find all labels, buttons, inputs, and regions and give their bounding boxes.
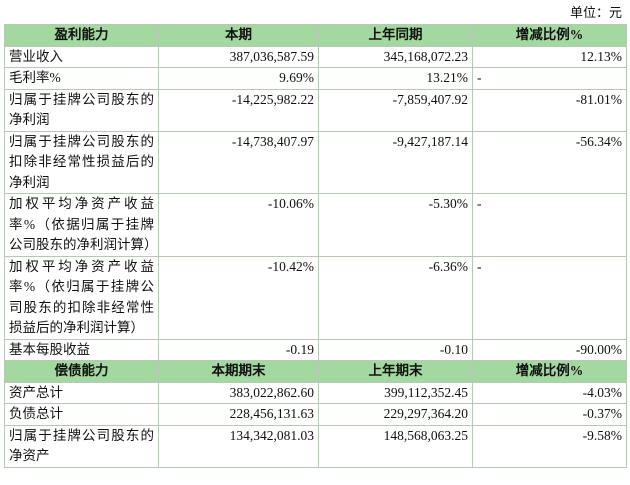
row-label: 加权平均净资产收益率%（依归属于挂牌公司股东的扣除非经常性损益后的净利润计算） — [4, 255, 159, 340]
value-cell: 228,456,131.63 — [158, 403, 319, 426]
value-cell: -9,427,187.14 — [318, 130, 473, 194]
value-cell: -0.10 — [318, 338, 473, 361]
value-cell: -6.36% — [318, 255, 473, 340]
value-cell: 345,168,072.23 — [318, 45, 473, 68]
value-cell: 148,568,063.25 — [318, 424, 473, 468]
header-cell: 上年期末 — [318, 360, 473, 383]
row-label: 归属于挂牌公司股东的扣除非经常性损益后的净利润 — [4, 130, 159, 194]
row-label: 归属于挂牌公司股东的净利润 — [4, 88, 159, 132]
data-row: 毛利率% 9.69% 13.21% - — [4, 67, 627, 90]
value-cell: 12.13% — [472, 45, 627, 68]
value-cell: 383,022,862.60 — [158, 381, 319, 404]
header-cell: 盈利能力 — [4, 24, 159, 47]
header-cell: 增减比例% — [472, 24, 627, 47]
row-label: 归属于挂牌公司股东的净资产 — [4, 424, 159, 468]
data-row: 资产总计 383,022,862.60 399,112,352.45 -4.03% — [4, 381, 627, 404]
header-cell: 本期期末 — [158, 360, 319, 383]
unit-label: 单位：元 — [569, 5, 622, 20]
value-cell: -90.00% — [472, 338, 627, 361]
row-label: 营业收入 — [4, 45, 159, 68]
header-cell: 本期 — [158, 24, 319, 47]
financial-table: 盈利能力 本期 上年同期 增减比例% 营业收入 387,036,587.59 345,168… — [4, 24, 627, 468]
data-row: 加权平均净资产收益率%（依归属于挂牌公司股东的扣除非经常性损益后的净利润计算） -… — [4, 255, 627, 340]
header-row: 偿债能力 本期期末 上年期末 增减比例% — [4, 360, 627, 383]
value-cell: -81.01% — [472, 88, 627, 132]
header-row: 盈利能力 本期 上年同期 增减比例% — [4, 24, 627, 47]
data-row: 归属于挂牌公司股东的净利润 -14,225,982.22 -7,859,407.92… — [4, 88, 627, 132]
value-cell: -56.34% — [472, 130, 627, 194]
data-row: 基本每股收益 -0.19 -0.10 -90.00% — [4, 338, 627, 361]
data-row: 营业收入 387,036,587.59 345,168,072.23 12.13% — [4, 45, 627, 68]
value-cell: -7,859,407.92 — [318, 88, 473, 132]
data-row: 加权平均净资产收益率%（依据归属于挂牌公司股东的净利润计算） -10.06% -5.… — [4, 193, 627, 257]
row-label: 加权平均净资产收益率%（依据归属于挂牌公司股东的净利润计算） — [4, 193, 159, 257]
value-cell: 399,112,352.45 — [318, 381, 473, 404]
value-cell: -14,738,407.97 — [158, 130, 319, 194]
data-row: 归属于挂牌公司股东的扣除非经常性损益后的净利润 -14,738,407.97 -9,… — [4, 130, 627, 194]
data-row: 归属于挂牌公司股东的净资产 134,342,081.03 148,568,063.2… — [4, 424, 627, 468]
value-cell: 134,342,081.03 — [158, 424, 319, 468]
row-label: 毛利率% — [4, 67, 159, 90]
value-cell: -0.19 — [158, 338, 319, 361]
table-body: 盈利能力 本期 上年同期 增减比例% 营业收入 387,036,587.59 345,168… — [4, 24, 627, 468]
value-cell: -10.42% — [158, 255, 319, 340]
header-cell: 增减比例% — [472, 360, 627, 383]
header-cell: 偿债能力 — [4, 360, 159, 383]
value-cell: -4.03% — [472, 381, 627, 404]
row-label: 基本每股收益 — [4, 338, 159, 361]
row-label: 负债总计 — [4, 403, 159, 426]
data-row: 负债总计 228,456,131.63 229,297,364.20 -0.37% — [4, 403, 627, 426]
row-label: 资产总计 — [4, 381, 159, 404]
value-cell: 13.21% — [318, 67, 473, 90]
value-cell: 9.69% — [158, 67, 319, 90]
value-cell: -10.06% — [158, 193, 319, 257]
value-cell: - — [472, 67, 627, 90]
value-cell: 229,297,364.20 — [318, 403, 473, 426]
value-cell: -5.30% — [318, 193, 473, 257]
value-cell: -9.58% — [472, 424, 627, 468]
header-cell: 上年同期 — [318, 24, 473, 47]
value-cell: - — [472, 255, 627, 340]
value-cell: 387,036,587.59 — [158, 45, 319, 68]
value-cell: - — [472, 193, 627, 257]
value-cell: -14,225,982.22 — [158, 88, 319, 132]
value-cell: -0.37% — [472, 403, 627, 426]
